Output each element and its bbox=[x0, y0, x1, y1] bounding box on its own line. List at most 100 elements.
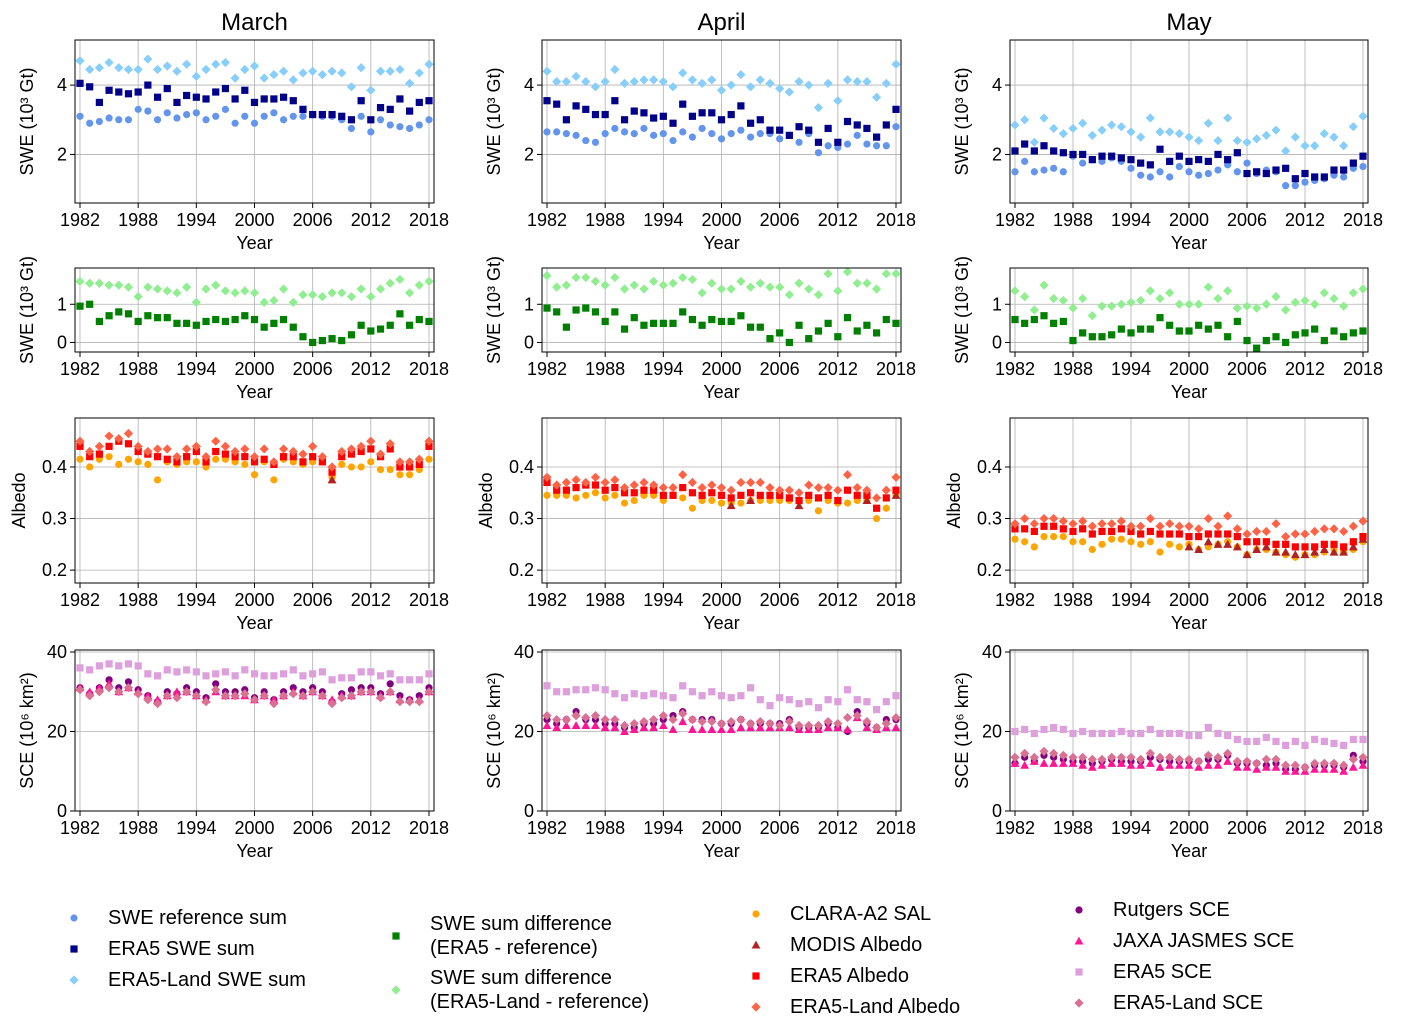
point-era5land_swe bbox=[1097, 125, 1107, 135]
point-era5_sce bbox=[425, 670, 433, 678]
series-era5_swe bbox=[1011, 140, 1367, 183]
point-era5_sce bbox=[834, 698, 842, 706]
point-clara bbox=[1127, 538, 1135, 546]
point-era5land_albedo bbox=[1242, 529, 1252, 539]
point-era5land_albedo bbox=[269, 457, 279, 467]
point-era5land_albedo bbox=[375, 449, 386, 459]
point-era5land_swe bbox=[230, 73, 240, 83]
point-era5_swe bbox=[863, 124, 871, 133]
point-era5land_sce bbox=[366, 687, 376, 697]
point-era5_sce bbox=[328, 676, 336, 684]
point-era5land_sce bbox=[249, 695, 260, 705]
point-era5_sce bbox=[250, 670, 259, 678]
point-era5_sce bbox=[289, 666, 297, 674]
x-tick-label: 1982 bbox=[60, 210, 100, 230]
point-diff_era5 bbox=[386, 321, 394, 329]
series-diff_era5 bbox=[76, 300, 433, 347]
legend-circle-icon bbox=[70, 914, 78, 922]
point-era5_sce bbox=[1166, 729, 1174, 738]
point-era5_albedo bbox=[1320, 540, 1328, 548]
point-swe_ref bbox=[1059, 168, 1067, 176]
point-clara bbox=[1175, 543, 1183, 551]
point-diff_era5land bbox=[619, 284, 630, 294]
point-jaxa bbox=[1339, 766, 1349, 775]
point-era5_albedo bbox=[367, 445, 375, 453]
point-era5_swe bbox=[611, 97, 619, 105]
point-swe_ref bbox=[202, 116, 210, 124]
point-era5_albedo bbox=[640, 486, 648, 494]
point-jaxa bbox=[668, 725, 678, 734]
point-era5land_albedo bbox=[658, 483, 668, 493]
point-era5land_albedo bbox=[881, 485, 891, 495]
x-tick-label: 1982 bbox=[995, 359, 1035, 379]
point-diff_era5land bbox=[1155, 293, 1165, 304]
point-clara bbox=[737, 499, 745, 507]
point-diff_era5land bbox=[375, 284, 386, 294]
point-era5_albedo bbox=[1030, 527, 1038, 536]
y-tick-label: 0.2 bbox=[42, 560, 67, 580]
point-era5_swe bbox=[591, 110, 600, 119]
point-era5land_albedo bbox=[833, 485, 843, 495]
point-era5land_sce bbox=[104, 683, 114, 693]
point-era5_swe bbox=[260, 95, 268, 103]
point-jaxa bbox=[726, 725, 736, 734]
point-jaxa bbox=[1087, 762, 1097, 771]
point-era5_sce bbox=[241, 666, 249, 674]
point-era5land_albedo bbox=[211, 436, 221, 446]
legend-triangle-icon bbox=[751, 940, 761, 949]
point-swe_ref bbox=[415, 121, 423, 129]
series-diff_era5 bbox=[1011, 312, 1367, 352]
point-era5land_sce bbox=[1145, 748, 1155, 758]
point-swe_ref bbox=[650, 131, 658, 139]
point-era5_swe bbox=[1030, 147, 1038, 155]
x-axis-label: Year bbox=[1171, 233, 1207, 253]
point-era5_albedo bbox=[746, 489, 755, 497]
point-jaxa bbox=[1271, 762, 1281, 771]
point-swe_ref bbox=[1011, 168, 1019, 176]
point-swe_ref bbox=[386, 121, 394, 129]
point-era5land_swe bbox=[649, 75, 659, 85]
point-diff_era5land bbox=[1029, 305, 1039, 315]
point-era5land_sce bbox=[211, 685, 221, 695]
point-swe_ref bbox=[824, 142, 832, 150]
legend-marker-jaxa bbox=[1067, 929, 1091, 953]
point-era5land_sce bbox=[726, 716, 736, 727]
point-jaxa bbox=[1078, 760, 1088, 769]
point-era5_swe bbox=[386, 105, 394, 113]
point-jaxa bbox=[1252, 764, 1262, 773]
point-diff_era5land bbox=[1010, 286, 1020, 296]
point-era5land_swe bbox=[610, 64, 620, 75]
point-diff_era5land bbox=[240, 286, 250, 296]
x-tick-label: 2012 bbox=[351, 590, 391, 610]
point-swe_ref bbox=[86, 119, 94, 127]
x-tick-label: 2012 bbox=[818, 590, 858, 610]
x-tick-label: 1994 bbox=[1111, 818, 1151, 838]
point-era5_sce bbox=[1301, 741, 1309, 750]
point-clara bbox=[367, 458, 375, 466]
point-diff_era5land bbox=[1223, 286, 1233, 296]
legend-label: ERA5 SCE bbox=[1113, 961, 1212, 983]
legend-marker-swe_ref bbox=[62, 906, 86, 930]
point-era5_swe bbox=[338, 112, 346, 120]
point-diff_era5 bbox=[425, 317, 433, 326]
point-era5land_albedo bbox=[687, 477, 698, 488]
point-era5_albedo bbox=[785, 494, 793, 502]
point-era5_albedo bbox=[1050, 522, 1058, 530]
point-era5land_sce bbox=[745, 718, 756, 729]
point-era5_albedo bbox=[756, 491, 764, 499]
point-diff_era5 bbox=[688, 315, 697, 324]
point-era5_sce bbox=[1011, 727, 1019, 736]
point-era5_albedo bbox=[853, 491, 861, 499]
point-era5land_swe bbox=[133, 64, 143, 75]
legend-label: CLARA-A2 SAL bbox=[790, 903, 932, 925]
point-swe_ref bbox=[183, 110, 191, 119]
point-modis bbox=[1184, 542, 1194, 551]
point-clara bbox=[425, 455, 433, 463]
point-era5land_albedo bbox=[668, 483, 678, 493]
point-era5_sce bbox=[367, 668, 375, 676]
panel-diff-march: 1982 1988 1994 2000 2006 2012 2018 0 1 Year SWE (1… bbox=[17, 256, 449, 402]
point-era5land_sce bbox=[561, 714, 571, 725]
x-tick-label: 2000 bbox=[1169, 818, 1209, 838]
point-era5land_albedo bbox=[649, 480, 659, 490]
point-era5land_swe bbox=[1058, 129, 1068, 139]
